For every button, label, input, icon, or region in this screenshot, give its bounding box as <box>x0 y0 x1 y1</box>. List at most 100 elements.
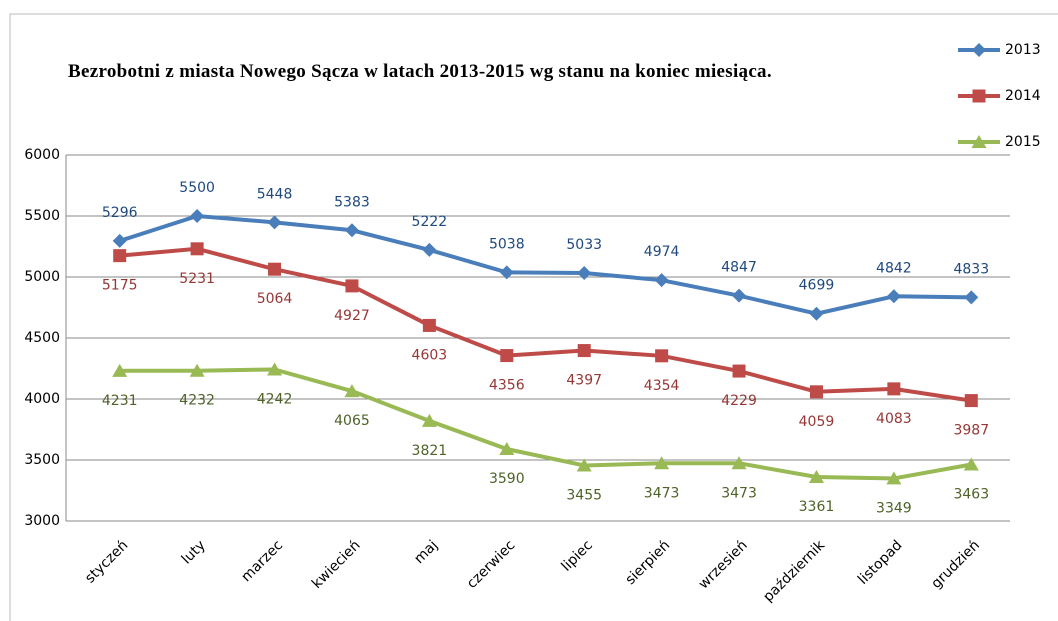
marker <box>964 394 978 408</box>
marker <box>344 223 359 238</box>
series-line <box>119 213 972 316</box>
data-label: 4356 <box>489 378 525 394</box>
y-tick-label: 5500 <box>24 208 60 224</box>
data-label: 4065 <box>334 413 370 429</box>
marker <box>112 363 128 377</box>
legend-label: 2015 <box>1005 134 1041 150</box>
marker <box>731 456 747 470</box>
data-label: 4603 <box>412 347 448 363</box>
y-tick-label: 3500 <box>24 452 60 468</box>
x-tick-label: sierpień <box>622 537 673 588</box>
marker <box>113 249 127 263</box>
x-tick-label: luty <box>179 537 209 567</box>
marker <box>499 265 514 280</box>
x-tick-label: marzec <box>238 537 286 585</box>
data-label: 4059 <box>799 414 835 430</box>
x-tick-label: maj <box>411 537 441 567</box>
y-tick-label: 4500 <box>24 330 60 346</box>
marker <box>972 89 986 103</box>
legend-label: 2014 <box>1005 88 1041 104</box>
marker <box>886 471 902 485</box>
data-label: 4354 <box>644 378 680 394</box>
data-label: 5448 <box>257 186 293 202</box>
marker <box>577 265 592 280</box>
data-label: 5064 <box>257 291 293 307</box>
data-label: 3455 <box>566 487 602 503</box>
data-label: 3473 <box>644 485 680 501</box>
marker <box>189 363 205 377</box>
data-label: 4229 <box>721 393 757 409</box>
legend-label: 2013 <box>1005 42 1041 58</box>
data-label: 5175 <box>102 278 138 294</box>
data-label: 4842 <box>876 260 912 276</box>
x-tick-label: wrzesień <box>696 537 751 592</box>
marker <box>886 289 901 304</box>
marker <box>963 457 979 471</box>
marker <box>422 318 436 332</box>
data-label: 5500 <box>179 180 215 196</box>
series-line <box>119 246 972 403</box>
data-label: 5383 <box>334 194 370 210</box>
marker <box>577 344 591 358</box>
marker <box>964 290 979 305</box>
data-label: 4232 <box>179 393 215 409</box>
marker <box>654 273 669 288</box>
x-tick-label: lipiec <box>558 537 595 574</box>
marker <box>576 458 592 472</box>
x-tick-label: listopad <box>855 537 906 588</box>
data-label: 3349 <box>876 500 912 516</box>
marker <box>267 362 283 376</box>
data-label: 4242 <box>257 391 293 407</box>
data-label: 3361 <box>799 499 835 515</box>
y-tick-label: 3000 <box>24 513 60 529</box>
data-label: 5222 <box>412 214 448 230</box>
data-label: 3463 <box>953 487 989 503</box>
data-label: 3821 <box>412 443 448 459</box>
marker <box>654 456 670 470</box>
marker <box>344 384 360 398</box>
marker <box>732 364 746 378</box>
data-label: 4699 <box>799 278 835 294</box>
marker <box>887 382 901 396</box>
marker <box>421 413 437 427</box>
marker <box>500 349 514 363</box>
series-line <box>119 367 972 481</box>
y-tick-label: 4000 <box>24 391 60 407</box>
data-label: 5296 <box>102 205 138 221</box>
marker <box>808 469 824 483</box>
marker <box>809 306 824 321</box>
marker <box>972 43 986 57</box>
marker <box>112 233 127 248</box>
x-tick-label: kwiecień <box>309 537 364 592</box>
marker <box>190 209 205 223</box>
x-tick-label: czerwiec <box>464 537 519 592</box>
chart-title: Bezrobotni z miasta Nowego Sącza w latac… <box>68 61 772 82</box>
y-tick-label: 6000 <box>24 147 60 163</box>
marker <box>971 135 987 148</box>
marker <box>422 242 437 257</box>
data-label: 5038 <box>489 236 525 252</box>
marker <box>655 349 669 363</box>
data-label: 3473 <box>721 485 757 501</box>
data-label: 4927 <box>334 308 370 324</box>
y-tick-label: 5000 <box>24 269 60 285</box>
marker <box>268 262 282 276</box>
marker <box>809 385 823 399</box>
data-label: 4974 <box>644 244 680 260</box>
x-tick-label: styczeń <box>82 537 131 586</box>
frame <box>9 13 1058 621</box>
data-label: 5033 <box>566 237 602 253</box>
data-label: 5231 <box>179 271 215 287</box>
marker <box>345 279 359 293</box>
data-label: 3590 <box>489 471 525 487</box>
data-label: 3987 <box>953 423 989 439</box>
marker <box>190 242 204 256</box>
marker <box>732 288 747 303</box>
data-label: 4397 <box>566 373 602 389</box>
data-label: 4833 <box>953 261 989 277</box>
data-label: 4847 <box>721 260 757 276</box>
data-label: 4231 <box>102 393 138 409</box>
marker <box>499 442 515 456</box>
data-label: 4083 <box>876 411 912 427</box>
